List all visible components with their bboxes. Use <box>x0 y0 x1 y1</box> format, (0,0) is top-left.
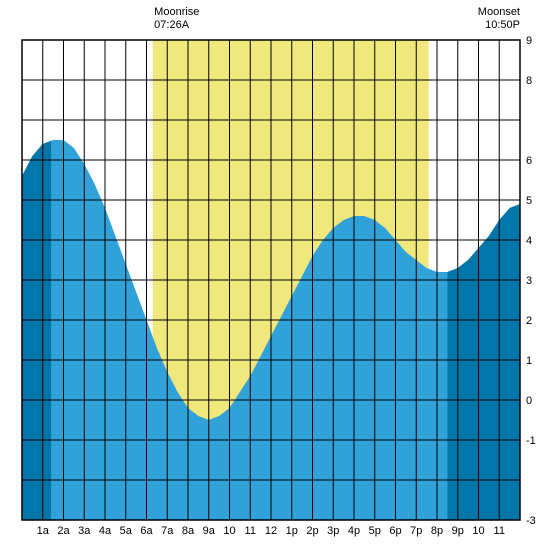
chart-svg: 1a2a3a4a5a6a7a8a9a1011121p2p3p4p5p6p7p8p… <box>0 0 550 550</box>
moonrise-time: 07:26A <box>154 19 199 32</box>
svg-text:11: 11 <box>245 525 256 537</box>
svg-text:2p: 2p <box>306 525 318 537</box>
tide-chart: 1a2a3a4a5a6a7a8a9a1011121p2p3p4p5p6p7p8p… <box>0 0 550 550</box>
svg-text:9p: 9p <box>452 525 464 537</box>
svg-text:11: 11 <box>494 525 505 537</box>
svg-text:2a: 2a <box>57 525 70 537</box>
svg-text:7p: 7p <box>410 525 422 537</box>
svg-text:10: 10 <box>223 525 235 537</box>
svg-text:8: 8 <box>526 75 532 87</box>
moonrise-label: Moonrise 07:26A <box>154 6 199 32</box>
svg-text:9a: 9a <box>203 525 216 537</box>
svg-text:0: 0 <box>526 395 532 407</box>
moonset-label: Moonset 10:50P <box>478 6 520 32</box>
svg-text:5: 5 <box>526 195 532 207</box>
svg-text:4: 4 <box>526 235 532 247</box>
svg-text:5p: 5p <box>369 525 381 537</box>
svg-text:3p: 3p <box>327 525 339 537</box>
svg-text:9: 9 <box>526 35 532 47</box>
svg-text:1: 1 <box>526 355 532 367</box>
svg-text:3a: 3a <box>78 525 91 537</box>
svg-text:6p: 6p <box>389 525 401 537</box>
moonset-title: Moonset <box>478 6 520 19</box>
svg-text:2: 2 <box>526 315 532 327</box>
moonset-time: 10:50P <box>478 19 520 32</box>
svg-text:-1: -1 <box>526 435 536 447</box>
svg-text:10: 10 <box>472 525 484 537</box>
svg-text:8p: 8p <box>431 525 443 537</box>
svg-text:1a: 1a <box>37 525 50 537</box>
svg-text:4p: 4p <box>348 525 360 537</box>
svg-text:4a: 4a <box>99 525 112 537</box>
svg-text:12: 12 <box>265 525 277 537</box>
svg-text:6: 6 <box>526 155 532 167</box>
svg-text:1p: 1p <box>286 525 298 537</box>
svg-text:7a: 7a <box>161 525 174 537</box>
svg-text:-3: -3 <box>526 515 536 527</box>
svg-text:5a: 5a <box>120 525 133 537</box>
svg-text:8a: 8a <box>182 525 195 537</box>
moonrise-title: Moonrise <box>154 6 199 19</box>
svg-text:3: 3 <box>526 275 532 287</box>
svg-text:6a: 6a <box>140 525 153 537</box>
